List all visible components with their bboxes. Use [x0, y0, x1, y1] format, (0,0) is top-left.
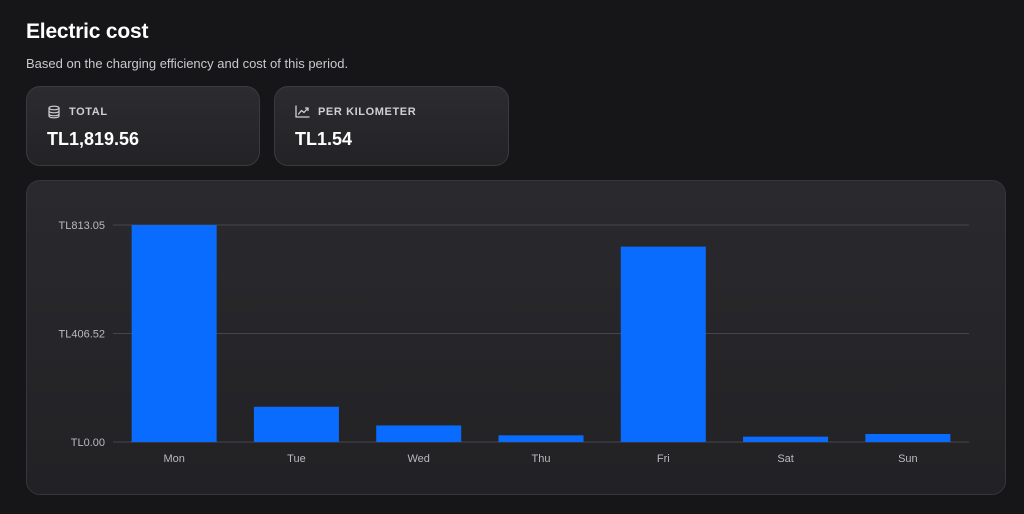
bar-thu[interactable]	[498, 435, 584, 442]
trend-line-icon	[295, 105, 310, 118]
bar-tue[interactable]	[253, 406, 339, 442]
per-kilometer-value: TL1.54	[295, 129, 353, 149]
y-tick-label: TL406.52	[59, 329, 105, 341]
bar-fri[interactable]	[620, 246, 706, 442]
bar-sun[interactable]	[865, 433, 951, 442]
total-cost-card: TOTAL TL1,819.56	[26, 86, 260, 166]
bar-mon[interactable]	[131, 225, 217, 442]
per-kilometer-card: PER KILOMETER TL1.54	[274, 86, 509, 166]
x-tick-label: Sat	[777, 453, 794, 465]
x-tick-label: Wed	[408, 453, 430, 465]
y-tick-label: TL0.00	[71, 437, 105, 449]
total-cost-value: TL1,819.56	[47, 129, 140, 149]
page-subtitle: Based on the charging efficiency and cos…	[26, 56, 349, 71]
x-tick-label: Fri	[657, 453, 670, 465]
daily-cost-bar-chart: TL0.00 TL406.52 TL813.05 Mon Tue Wed Thu Fri Sat…	[59, 220, 969, 465]
x-tick-label: Sun	[898, 453, 918, 465]
y-tick-label: TL813.05	[59, 220, 105, 232]
bar-sat[interactable]	[743, 436, 829, 442]
daily-cost-chart-card: TL0.00 TL406.52 TL813.05 Mon Tue Wed Thu Fri Sat…	[26, 180, 1006, 495]
x-tick-label: Thu	[532, 453, 551, 465]
total-cost-label-row: TOTAL	[47, 105, 108, 119]
page-title: Electric cost	[26, 20, 149, 43]
total-cost-label: TOTAL	[69, 106, 108, 118]
bar-wed[interactable]	[376, 425, 462, 442]
per-kilometer-label-row: PER KILOMETER	[295, 105, 416, 118]
x-tick-label: Tue	[287, 453, 306, 465]
per-kilometer-label: PER KILOMETER	[318, 105, 417, 118]
x-tick-label: Mon	[163, 453, 184, 465]
coins-stack-icon	[47, 105, 61, 119]
